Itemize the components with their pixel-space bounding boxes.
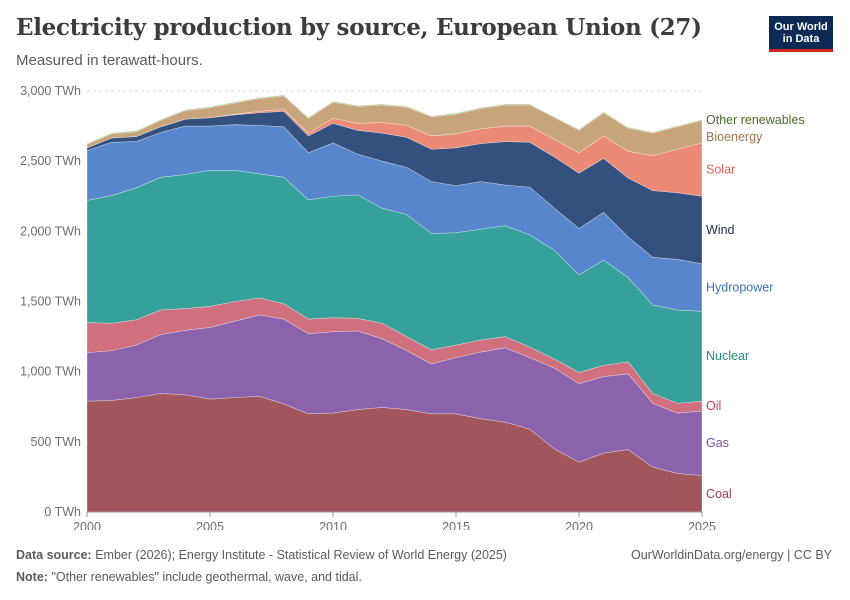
x-tick-label: 2020 (565, 520, 593, 530)
y-axis: 0 TWh 500 TWh 1,000 TWh 1,500 TWh 2,000 TWh 2… (20, 84, 81, 519)
footer-note: Note: "Other renewables" include geother… (16, 570, 362, 584)
series-label-nuclear: Nuclear (706, 349, 749, 363)
x-tick-label: 2010 (319, 520, 347, 530)
series-label-wind: Wind (706, 223, 735, 237)
stacked-area-chart[interactable]: 0 TWh 500 TWh 1,000 TWh 1,500 TWh 2,000 TWh 2… (0, 0, 850, 530)
data-source-label: Data source: (16, 548, 92, 562)
series-label-bioenergy: Bioenergy (706, 130, 763, 144)
y-tick-label: 1,000 TWh (20, 365, 81, 379)
series-label-gas: Gas (706, 436, 729, 450)
y-tick-label: 2,000 TWh (20, 224, 81, 238)
area-other-renewables (86, 94, 703, 145)
logo-line-1: Our World (774, 21, 828, 33)
series-label-oil: Oil (706, 399, 721, 413)
note-text: "Other renewables" include geothermal, w… (51, 570, 362, 584)
x-tick-label: 2000 (73, 520, 101, 530)
series-label-solar: Solar (706, 163, 735, 177)
y-tick-label: 500 TWh (31, 435, 82, 449)
chart-subtitle: Measured in terawatt-hours. (16, 52, 203, 69)
series-labels: Coal Gas Oil Nuclear Hydropower Wind Solar Bioe… (706, 113, 805, 501)
series-label-hydropower: Hydropower (706, 280, 773, 294)
y-tick-label: 3,000 TWh (20, 84, 81, 98)
x-tick-label: 2015 (442, 520, 470, 530)
x-axis: 2000 2005 2010 2015 2020 2025 (73, 511, 716, 530)
chart-title: Electricity production by source, Europe… (16, 14, 702, 41)
x-tick-label: 2025 (688, 520, 716, 530)
x-tick-label: 2005 (196, 520, 224, 530)
series-label-other-renewables: Other renewables (706, 113, 805, 127)
logo-line-2: in Data (782, 33, 820, 45)
y-tick-label: 1,500 TWh (20, 295, 81, 309)
data-source: Data source: Ember (2026); Energy Instit… (16, 548, 507, 562)
note-label: Note: (16, 570, 48, 584)
owid-logo[interactable]: Our World in Data (769, 16, 833, 52)
y-tick-label: 2,500 TWh (20, 154, 81, 168)
series-label-coal: Coal (706, 487, 732, 501)
owid-link[interactable]: OurWorldinData.org/energy | CC BY (630, 548, 832, 562)
y-tick-label: 0 TWh (44, 505, 81, 519)
area-series-group (86, 94, 703, 513)
data-source-text[interactable]: Ember (2026); Energy Institute - Statist… (95, 548, 507, 562)
